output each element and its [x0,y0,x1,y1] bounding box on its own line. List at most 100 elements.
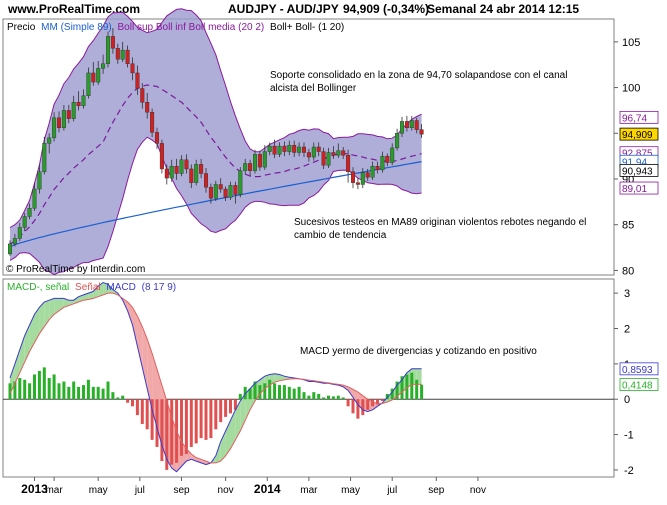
macd-cloud-segment [220,431,226,462]
time-tick-label: 2014 [254,482,281,496]
macd-bar-down [366,399,370,410]
candle-down [282,145,287,152]
macd-bar-down [135,399,139,416]
candle-up [311,146,316,158]
price-tag-label: 89,01 [622,184,647,195]
macd-bar-down [155,399,159,447]
macd-cloud-segment [34,307,40,343]
legend-bollpct: Boll+ Boll- (1 20) [270,22,344,33]
macd-bar-up [273,383,277,400]
macd-cloud-segment [39,301,45,334]
bollinger-upper-line [9,8,422,228]
candle-up [277,145,282,155]
macd-bar-up [243,386,247,400]
macd-cloud-segment [63,298,69,308]
time-tick-label: 2013 [21,482,48,496]
macd-bar-down [140,399,144,424]
macd-panel [2,278,615,478]
price-tag-box [619,163,659,177]
price-tag-box [619,181,659,195]
macd-cloud-segment [88,291,94,300]
candle-up [238,170,243,195]
bollinger-band-fill [10,8,422,275]
macd-cloud-segment [127,301,133,325]
candle-up [287,144,292,152]
macd-bar-up [77,386,81,400]
time-tick-label: sep [173,485,190,496]
candle-down [292,144,297,153]
candle-down [164,168,169,179]
legend-ma: MM (Simple 89) [41,22,112,33]
macd-bar-down [150,399,154,440]
macd-bar-up [238,393,242,400]
candle-down [272,145,277,155]
macd-cloud-segment [93,286,99,299]
macd-bar-down [165,399,169,470]
candle-up [262,151,267,168]
site-title: www.ProRealTime.com [7,2,140,16]
candle-down [135,72,140,89]
candle-down [355,182,360,185]
macd-bar-up [420,384,424,400]
macd-tick-label: 3 [624,288,630,300]
candle-down [257,154,262,168]
annotation-ma89: Sucesivos testeos en MA89 originan viole… [294,217,586,241]
candle-down [115,48,120,60]
time-tick-label: may [341,485,360,496]
candle-up [326,152,331,166]
copyright: © ProRealTime by Interdin.com [6,264,145,275]
macd-bar-down [131,399,134,407]
price-tag-box [619,110,659,124]
candle-up [96,68,101,83]
candle-down [306,152,311,158]
candle-down [341,150,346,156]
candle-up [12,238,17,245]
macd-bar-up [47,378,51,400]
macd-cloud-segment [137,316,143,368]
candle-up [252,154,257,171]
signal-line [9,292,422,464]
macd-bar-down [194,399,198,444]
candle-down [302,146,307,153]
candle-down [184,159,189,170]
macd-bar-up [317,393,321,400]
macd-tick-label: 0 [624,394,630,406]
macd-bar-down [204,399,208,440]
candle-down [321,151,326,166]
candle-up [61,110,66,129]
candle-up [101,63,106,69]
candle-up [390,147,395,163]
candle-down [66,110,71,119]
macd-bar-up [410,372,414,400]
macd-bar-up [62,381,66,400]
macd-bar-down [214,399,218,430]
macd-bar-up [282,385,286,400]
macd-bar-down [184,399,188,455]
macd-cloud-segment [29,314,35,352]
macd-bar-up [52,374,56,400]
annotation-macd: MACD yermo de divergencias y cotizando e… [300,346,537,357]
price-tag-label: 92,875 [622,149,653,160]
macd-bar-up [13,381,17,400]
legend-price: Precio [7,22,36,33]
macd-bar-down [376,399,379,405]
macd-bar-down [145,399,149,430]
macd-tick-label: 2 [624,324,630,336]
candle-up [86,72,91,96]
macd-cloud-segment [19,335,25,373]
time-tick-label: may [89,485,108,496]
macd-bar-up [312,392,316,400]
macd-bar-up [37,370,41,400]
macd-cloud-segment [54,298,59,315]
macd-bar-up [390,388,394,400]
candle-up [243,163,248,171]
macd-bar-down [180,399,183,456]
macd-bar-up [18,378,22,400]
candle-down [189,168,194,183]
macd-bar-up [322,397,326,400]
macd-tag-label: 0,4148 [622,381,653,392]
time-tick-label: nov [470,485,486,496]
macd-bar-down [224,399,228,417]
